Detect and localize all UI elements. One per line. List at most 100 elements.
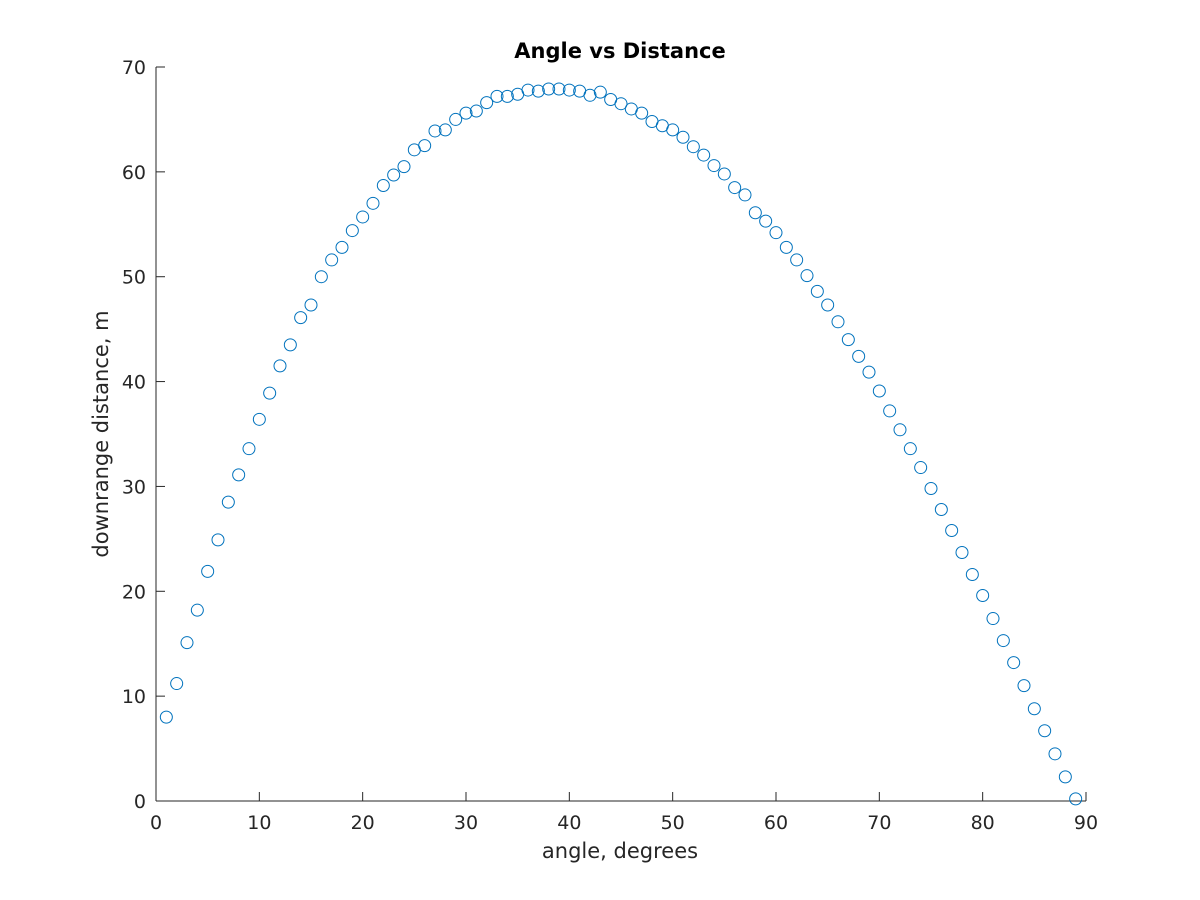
data-point [893, 423, 907, 437]
data-point [728, 181, 742, 195]
data-point [469, 104, 483, 118]
data-point [841, 333, 855, 347]
data-point [955, 545, 969, 559]
data-point [697, 148, 711, 162]
x-tick-label: 20 [351, 812, 375, 834]
y-tick-label: 70 [122, 57, 146, 79]
data-point [717, 167, 731, 181]
data-point [986, 612, 1000, 626]
data-point [759, 214, 773, 228]
data-point [552, 82, 566, 96]
data-point [438, 123, 452, 137]
data-point [748, 206, 762, 220]
data-point [366, 196, 380, 210]
data-point [459, 106, 473, 120]
data-point [934, 502, 948, 516]
data-point [180, 636, 194, 650]
data-point [294, 311, 308, 325]
axes [155, 67, 1086, 802]
data-point [283, 338, 297, 352]
data-point [1027, 702, 1041, 716]
data-point [1069, 792, 1083, 806]
data-point [397, 160, 411, 174]
data-point [769, 226, 783, 240]
y-tick-label: 10 [122, 686, 146, 708]
data-point [593, 85, 607, 99]
data-point [1058, 770, 1072, 784]
data-point [490, 89, 504, 103]
data-point [635, 106, 649, 120]
data-point [542, 82, 556, 96]
data-point [387, 168, 401, 182]
y-axis-label: downrange distance, m [89, 310, 113, 557]
data-point [1007, 656, 1021, 670]
data-point [862, 365, 876, 379]
data-point [1017, 679, 1031, 693]
data-point [428, 124, 442, 138]
x-tick-label: 30 [454, 812, 478, 834]
data-point [449, 112, 463, 126]
x-tick-label: 70 [867, 812, 891, 834]
y-tick-label: 30 [122, 476, 146, 498]
data-point [376, 178, 390, 192]
data-point [170, 677, 184, 691]
x-tick-label: 50 [661, 812, 685, 834]
x-tick-label: 40 [557, 812, 581, 834]
x-tick-label: 0 [150, 812, 162, 834]
data-point [159, 710, 173, 724]
data-point [418, 139, 432, 153]
data-point [356, 210, 370, 224]
data-point [345, 224, 359, 238]
data-point [252, 412, 266, 426]
data-point [242, 442, 256, 456]
data-point [335, 240, 349, 254]
data-point [821, 298, 835, 312]
data-point [521, 83, 535, 97]
data-point [883, 404, 897, 418]
data-point [872, 384, 886, 398]
y-tick-label: 20 [122, 581, 146, 603]
x-axis-label: angle, degrees [542, 839, 698, 863]
data-point [232, 468, 246, 482]
data-point [1048, 747, 1062, 761]
data-point [707, 159, 721, 173]
chart-title: Angle vs Distance [514, 39, 725, 63]
data-point [314, 270, 328, 284]
data-point [273, 359, 287, 373]
data-point [924, 482, 938, 496]
data-point [263, 386, 277, 400]
data-point [304, 298, 318, 312]
data-point [562, 83, 576, 97]
data-point [738, 188, 752, 202]
data-point [190, 603, 204, 617]
data-point [914, 461, 928, 475]
data-point [831, 315, 845, 329]
data-point [779, 240, 793, 254]
data-point [325, 253, 339, 267]
data-point [221, 495, 235, 509]
data-point [531, 84, 545, 98]
data-point [965, 568, 979, 582]
data-point [852, 349, 866, 363]
data-point [480, 96, 494, 110]
data-point [903, 442, 917, 456]
data-point [583, 88, 597, 102]
data-point [676, 130, 690, 144]
data-point [810, 284, 824, 298]
y-tick-label: 0 [134, 791, 146, 813]
y-tick-label: 40 [122, 372, 146, 394]
x-tick-label: 90 [1074, 812, 1098, 834]
data-point [686, 140, 700, 154]
data-points [159, 82, 1083, 806]
data-point [800, 269, 814, 283]
data-point [211, 533, 225, 547]
data-point [996, 634, 1010, 648]
ticks: 0 10 20 30 40 50 60 70 80 90 0 10 20 30 40 50 60 70 [122, 57, 1098, 834]
x-tick-label: 60 [764, 812, 788, 834]
y-tick-label: 60 [122, 162, 146, 184]
x-tick-label: 10 [247, 812, 271, 834]
x-tick-label: 80 [971, 812, 995, 834]
data-point [790, 253, 804, 267]
data-point [1038, 724, 1052, 738]
